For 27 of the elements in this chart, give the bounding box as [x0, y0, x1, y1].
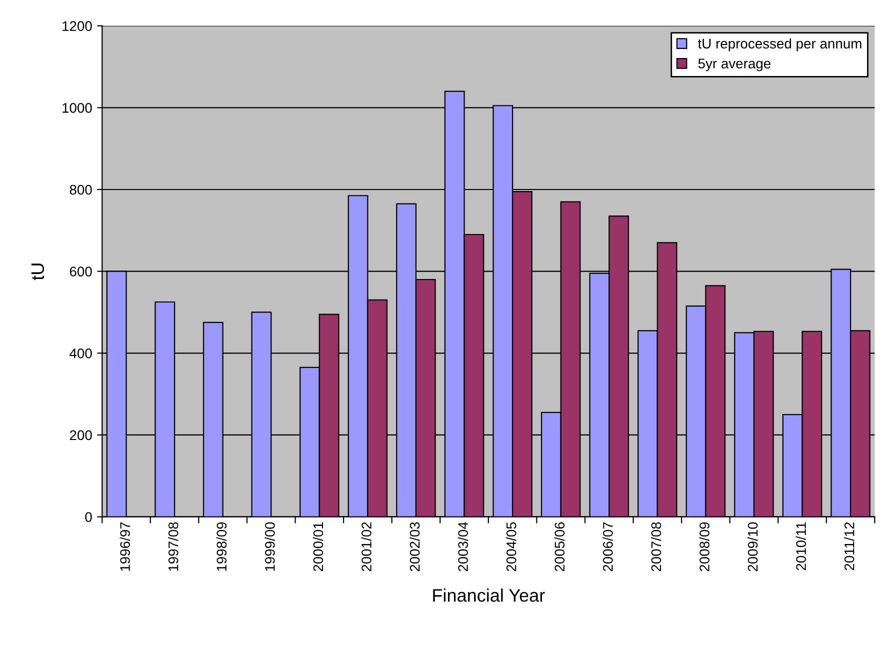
x-tick-label: 1996/97: [120, 522, 130, 571]
x-tick-label: 2007/08: [650, 522, 662, 572]
y-tick-label: 0: [85, 512, 92, 522]
y-tick-label: 800: [70, 184, 92, 195]
legend-label: tU reprocessed per annum: [698, 38, 862, 52]
x-tick-label: 2008/09: [699, 522, 710, 572]
y-tick-label: 200: [70, 430, 92, 440]
x-tick-label: 2002/03: [410, 522, 420, 572]
x-tick-label: 2011/12: [844, 522, 854, 570]
y-tick-label: 600: [70, 266, 92, 276]
x-tick-label: 2004/05: [506, 522, 516, 572]
x-tick-label: 2003/04: [458, 522, 468, 572]
x-tick-label: 2005/06: [554, 522, 565, 572]
x-tick-label: 2000/01: [312, 522, 324, 572]
x-tick-label: 2009/10: [747, 522, 758, 572]
y-tick-label: 400: [70, 348, 92, 358]
x-tick-label: 1999/00: [264, 522, 275, 571]
x-axis-title: Financial Year: [433, 588, 545, 602]
x-tick-label: 2006/07: [602, 522, 613, 572]
x-tick-label: 1997/08: [168, 522, 178, 571]
y-tick-label: 1200: [62, 21, 92, 32]
y-axis-title: tU: [31, 264, 44, 280]
legend-label: 5yr average: [698, 58, 770, 72]
x-tick-label: 2010/11: [796, 522, 806, 570]
x-tick-label: 1998/09: [216, 522, 227, 571]
y-tick-label: 1000: [62, 103, 92, 113]
x-tick-label: 2001/02: [361, 522, 372, 572]
